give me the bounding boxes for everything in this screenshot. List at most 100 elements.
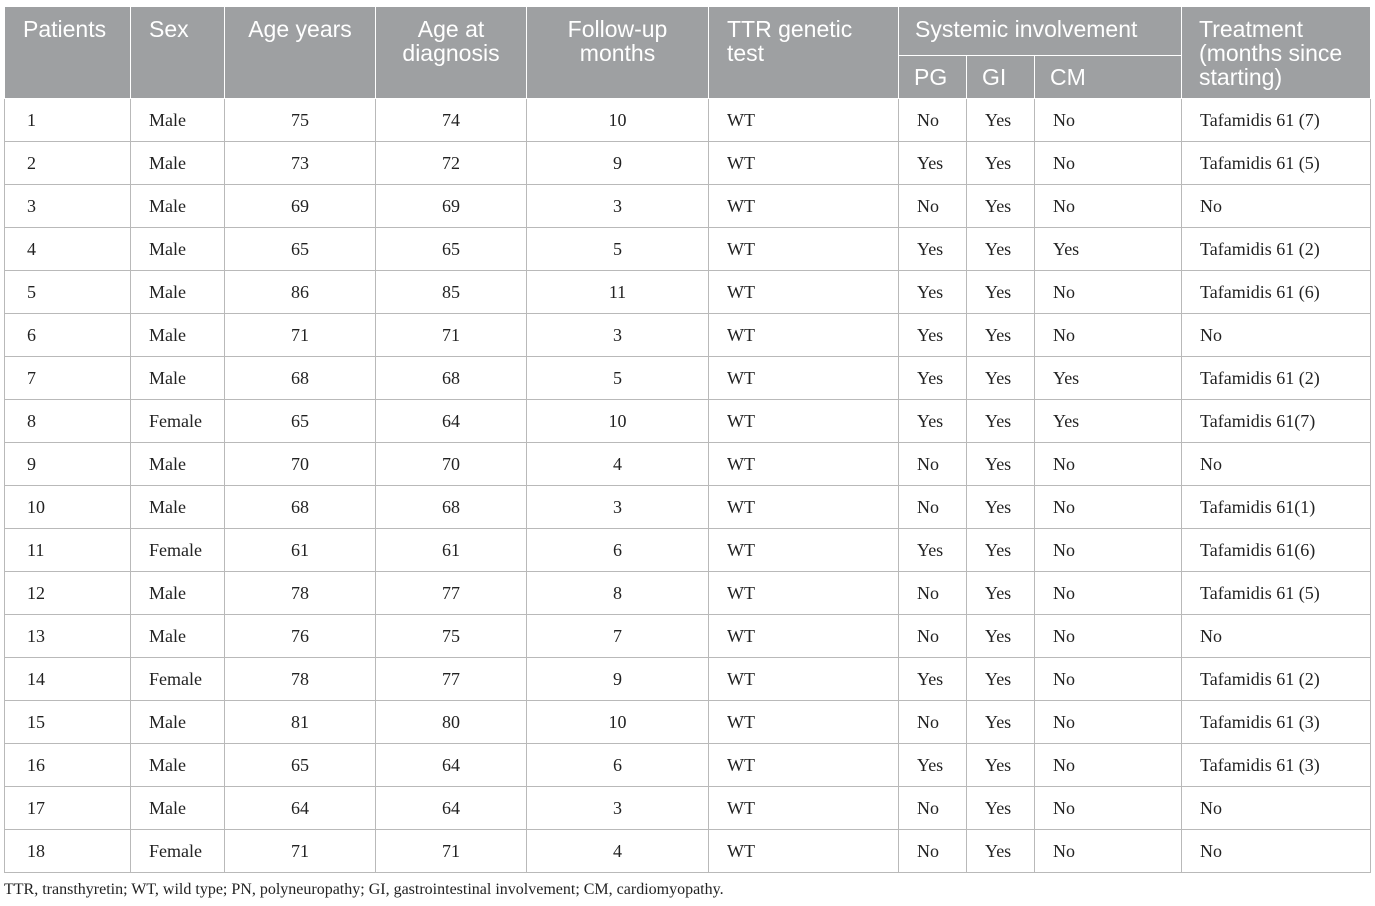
table-row: 4 Male 65 65 5 WT Yes Yes Yes Tafamidis 61 (2): [4, 227, 1372, 271]
cell-age-years: 65: [224, 399, 376, 443]
cell-sex: Female: [130, 528, 225, 572]
cell-patient: 13: [4, 614, 131, 658]
cell-ttr-genetic-test: WT: [708, 485, 899, 529]
table-body: 1 Male 75 74 10 WT No Yes No Tafamidis 61 (7) 2 Mal…: [4, 98, 1372, 873]
cell-follow-up: 11: [526, 270, 709, 314]
table-row: 8 Female 65 64 10 WT Yes Yes Yes Tafamidis 61(7): [4, 399, 1372, 443]
header-pg: PG: [898, 55, 967, 99]
cell-age-years: 65: [224, 227, 376, 271]
cell-patient: 15: [4, 700, 131, 744]
cell-age-at-diagnosis: 85: [375, 270, 527, 314]
cell-age-years: 71: [224, 829, 376, 873]
cell-cm: No: [1033, 313, 1183, 357]
cell-treatment: Tafamidis 61 (2): [1181, 227, 1372, 271]
cell-patient: 1: [4, 98, 131, 142]
cell-ttr-genetic-test: WT: [708, 313, 899, 357]
cell-follow-up: 3: [526, 786, 709, 830]
table-row: 13 Male 76 75 7 WT No Yes No No: [4, 614, 1372, 658]
cell-treatment: Tafamidis 61 (3): [1181, 700, 1372, 744]
cell-cm: Yes: [1033, 356, 1183, 400]
cell-cm: No: [1033, 270, 1183, 314]
cell-patient: 14: [4, 657, 131, 701]
cell-cm: No: [1033, 571, 1183, 615]
table-row: 14 Female 78 77 9 WT Yes Yes No Tafamidis 61 (2): [4, 657, 1372, 701]
cell-pg: No: [898, 442, 967, 486]
header-ttr-genetic-test: TTR genetic test: [708, 6, 899, 99]
cell-pg: No: [898, 571, 967, 615]
cell-treatment: Tafamidis 61 (2): [1181, 356, 1372, 400]
cell-sex: Female: [130, 829, 225, 873]
cell-cm: No: [1033, 786, 1183, 830]
cell-pg: Yes: [898, 313, 967, 357]
cell-patient: 7: [4, 356, 131, 400]
table-row: 5 Male 86 85 11 WT Yes Yes No Tafamidis 61 (6): [4, 270, 1372, 314]
cell-gi: Yes: [966, 485, 1035, 529]
cell-treatment: No: [1181, 614, 1372, 658]
cell-follow-up: 3: [526, 313, 709, 357]
table-row: 6 Male 71 71 3 WT Yes Yes No No: [4, 313, 1372, 357]
cell-patient: 17: [4, 786, 131, 830]
cell-sex: Male: [130, 700, 225, 744]
table-row: 3 Male 69 69 3 WT No Yes No No: [4, 184, 1372, 228]
cell-treatment: Tafamidis 61 (3): [1181, 743, 1372, 787]
header-systemic-involvement: Systemic involvement: [897, 6, 1183, 56]
cell-cm: Yes: [1033, 227, 1183, 271]
cell-patient: 18: [4, 829, 131, 873]
cell-pg: No: [898, 98, 967, 142]
header-age-at-diagnosis: Age at diagnosis: [375, 6, 527, 99]
cell-ttr-genetic-test: WT: [708, 614, 899, 658]
cell-sex: Male: [130, 786, 225, 830]
table-row: 2 Male 73 72 9 WT Yes Yes No Tafamidis 61 (5): [4, 141, 1372, 185]
cell-ttr-genetic-test: WT: [708, 356, 899, 400]
cell-patient: 10: [4, 485, 131, 529]
cell-age-at-diagnosis: 72: [375, 141, 527, 185]
cell-pg: Yes: [898, 141, 967, 185]
cell-cm: Yes: [1033, 399, 1183, 443]
cell-cm: No: [1033, 98, 1183, 142]
cell-ttr-genetic-test: WT: [708, 571, 899, 615]
table-row: 9 Male 70 70 4 WT No Yes No No: [4, 442, 1372, 486]
cell-pg: Yes: [898, 657, 967, 701]
cell-sex: Female: [130, 399, 225, 443]
header-patients: Patients: [4, 6, 131, 99]
cell-age-at-diagnosis: 64: [375, 399, 527, 443]
cell-age-at-diagnosis: 74: [375, 98, 527, 142]
cell-follow-up: 4: [526, 442, 709, 486]
cell-ttr-genetic-test: WT: [708, 270, 899, 314]
cell-age-at-diagnosis: 69: [375, 184, 527, 228]
cell-sex: Male: [130, 743, 225, 787]
table-row: 15 Male 81 80 10 WT No Yes No Tafamidis 61 (3): [4, 700, 1372, 744]
cell-ttr-genetic-test: WT: [708, 829, 899, 873]
table-row: 10 Male 68 68 3 WT No Yes No Tafamidis 61(1): [4, 485, 1372, 529]
cell-gi: Yes: [966, 614, 1035, 658]
cell-pg: No: [898, 614, 967, 658]
cell-ttr-genetic-test: WT: [708, 528, 899, 572]
cell-age-years: 86: [224, 270, 376, 314]
cell-patient: 4: [4, 227, 131, 271]
cell-treatment: Tafamidis 61 (6): [1181, 270, 1372, 314]
header-gi: GI: [966, 55, 1035, 99]
cell-age-years: 70: [224, 442, 376, 486]
cell-sex: Male: [130, 98, 225, 142]
cell-treatment: Tafamidis 61 (5): [1181, 141, 1372, 185]
cell-sex: Male: [130, 356, 225, 400]
header-follow-up: Follow-up months: [526, 6, 709, 99]
cell-ttr-genetic-test: WT: [708, 184, 899, 228]
cell-gi: Yes: [966, 227, 1035, 271]
cell-age-years: 61: [224, 528, 376, 572]
cell-pg: No: [898, 829, 967, 873]
cell-cm: No: [1033, 442, 1183, 486]
cell-follow-up: 7: [526, 614, 709, 658]
cell-pg: Yes: [898, 743, 967, 787]
cell-cm: No: [1033, 657, 1183, 701]
cell-age-years: 69: [224, 184, 376, 228]
cell-age-at-diagnosis: 77: [375, 571, 527, 615]
cell-gi: Yes: [966, 98, 1035, 142]
cell-patient: 11: [4, 528, 131, 572]
cell-follow-up: 3: [526, 184, 709, 228]
table-row: 12 Male 78 77 8 WT No Yes No Tafamidis 61 (5): [4, 571, 1372, 615]
cell-treatment: No: [1181, 829, 1372, 873]
cell-follow-up: 9: [526, 657, 709, 701]
cell-gi: Yes: [966, 657, 1035, 701]
cell-pg: No: [898, 700, 967, 744]
